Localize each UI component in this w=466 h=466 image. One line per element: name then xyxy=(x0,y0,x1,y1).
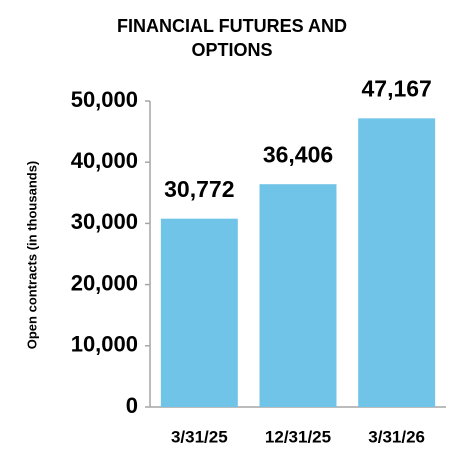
data-label: 30,772 xyxy=(164,176,234,202)
chart-title: FINANCIAL FUTURES AND OPTIONS xyxy=(117,16,347,60)
bar xyxy=(358,118,436,408)
x-tick-label: 3/31/26 xyxy=(368,427,425,446)
y-tick-label: 30,000 xyxy=(71,209,138,234)
y-axis-label: Open contracts (in thousands) xyxy=(24,161,39,350)
x-tick-label: 3/31/25 xyxy=(171,427,228,446)
x-tick-label: 12/31/25 xyxy=(265,427,331,446)
bar xyxy=(259,184,337,407)
y-tick-label: 10,000 xyxy=(71,332,138,357)
data-label: 47,167 xyxy=(361,75,431,101)
y-tick-label: 0 xyxy=(126,393,138,418)
y-tick-label: 50,000 xyxy=(71,87,138,112)
data-label: 36,406 xyxy=(263,141,333,167)
y-tick-label: 40,000 xyxy=(71,148,138,173)
y-tick-label: 20,000 xyxy=(71,270,138,295)
bar xyxy=(160,218,238,407)
